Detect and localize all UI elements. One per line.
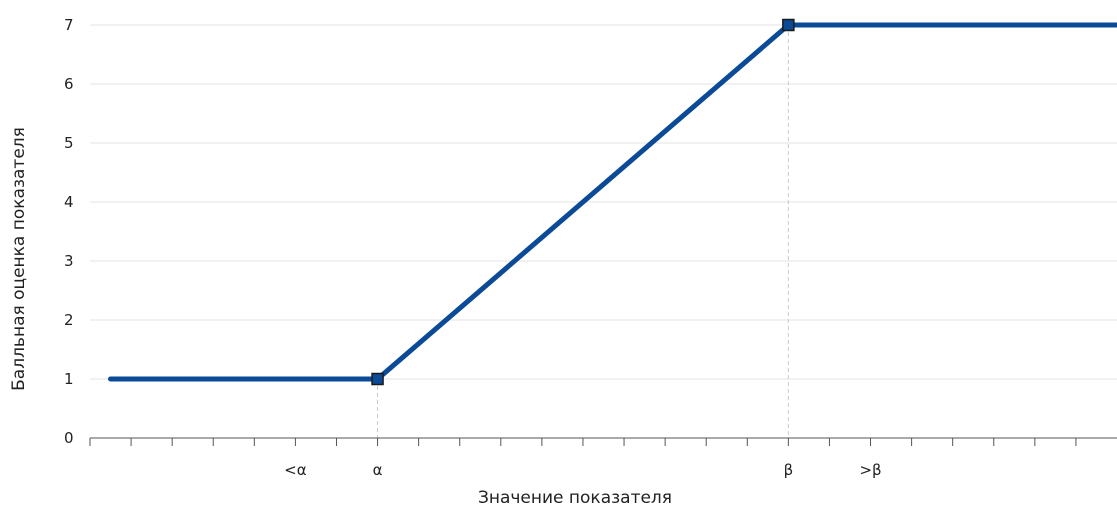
series-line-0 bbox=[108, 22, 1117, 382]
y-tick-label-2: 2 bbox=[64, 311, 74, 329]
x-axis: <α α β >β bbox=[89, 437, 1117, 479]
x-axis-tick-labels: <α α β >β bbox=[284, 461, 881, 479]
data-point-marker-1 bbox=[782, 18, 795, 32]
y-tick-label-0: 0 bbox=[64, 429, 74, 447]
y-axis-tick-labels: 0 1 2 3 4 5 6 7 bbox=[64, 16, 74, 447]
y-tick-label-5: 5 bbox=[64, 134, 74, 152]
x-tick-label-0: <α bbox=[284, 461, 307, 479]
x-axis-ticks bbox=[89, 438, 1077, 446]
x-tick-label-3: >β bbox=[859, 461, 881, 479]
y-axis-title: Балльная оценка показателя bbox=[9, 127, 29, 391]
x-axis-title: Значение показателя bbox=[478, 488, 672, 508]
drop-lines bbox=[377, 25, 789, 438]
y-tick-label-3: 3 bbox=[64, 252, 74, 270]
data-point-marker-0 bbox=[371, 372, 384, 386]
y-tick-label-6: 6 bbox=[64, 75, 74, 93]
y-tick-label-1: 1 bbox=[64, 370, 74, 388]
y-tick-label-7: 7 bbox=[64, 16, 74, 34]
x-tick-label-2: β bbox=[784, 461, 794, 479]
series bbox=[108, 18, 1117, 386]
grid-lines bbox=[90, 24, 1117, 380]
x-tick-label-1: α bbox=[373, 461, 383, 479]
y-tick-label-4: 4 bbox=[64, 193, 74, 211]
